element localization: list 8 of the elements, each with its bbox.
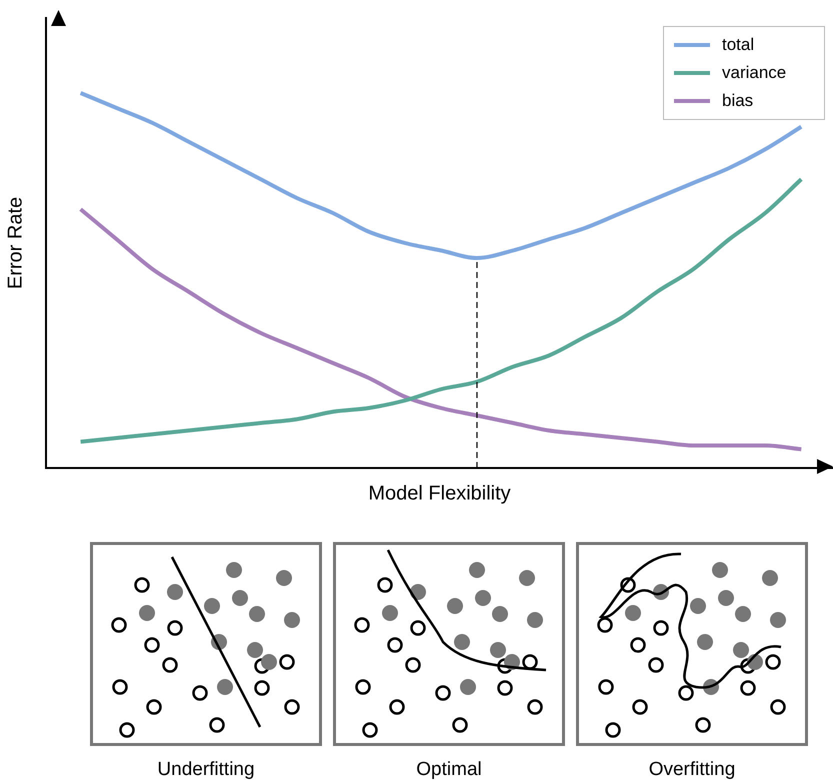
text: Underfitting [156, 759, 256, 780]
legend-label: bias [722, 91, 754, 111]
legend-label: total [722, 35, 754, 55]
y-axis-title: Error Rate [4, 196, 27, 290]
text: Optimal [415, 759, 483, 780]
legend-label: variance [722, 63, 786, 83]
text: Overfitting [648, 759, 736, 780]
x-axis-title: Model Flexibility [368, 482, 511, 505]
